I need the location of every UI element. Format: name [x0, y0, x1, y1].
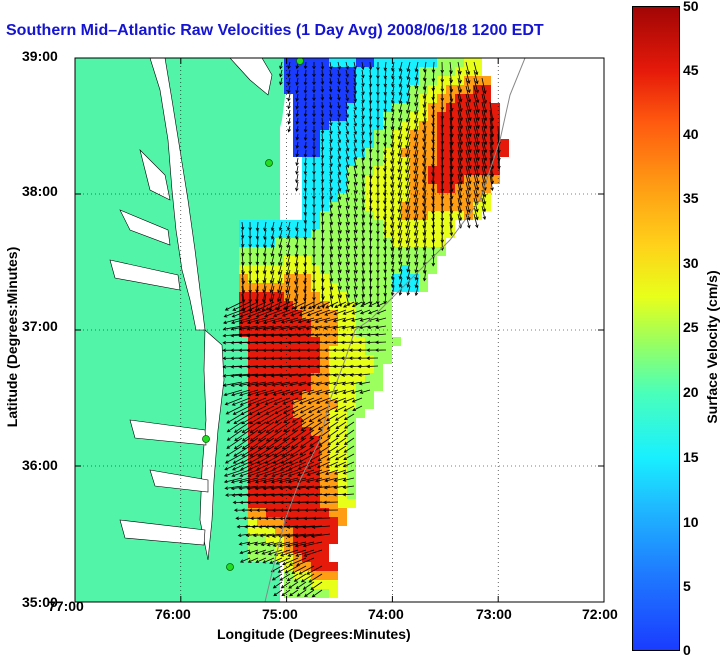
colorbar-tick-label: 45 [683, 62, 699, 78]
colorbar-tick-label: 15 [683, 449, 699, 465]
grid-lines [75, 58, 604, 602]
y-tick-label: 38:00 [22, 183, 58, 199]
colorbar-tick-label: 35 [683, 190, 699, 206]
x-tick-label: 77:00 [48, 598, 84, 614]
colorbar [632, 6, 680, 651]
x-tick-label: 72:00 [582, 606, 618, 622]
colorbar-tick-label: 40 [683, 126, 699, 142]
x-tick-label: 75:00 [262, 606, 298, 622]
y-tick-label: 37:00 [22, 318, 58, 334]
velocity-vectors [222, 61, 501, 598]
station-marker [226, 563, 234, 571]
y-axis-label: Latitude (Degrees:Minutes) [4, 246, 20, 428]
x-axis-label: Longitude (Degrees:Minutes) [217, 626, 411, 642]
x-tick-label: 76:00 [155, 606, 191, 622]
y-tick-label: 39:00 [22, 48, 58, 64]
colorbar-tick-label: 30 [683, 255, 699, 271]
colorbar-tick-label: 0 [683, 642, 691, 658]
y-tick-label: 36:00 [22, 457, 58, 473]
station-marker [296, 58, 304, 65]
station-marker [202, 435, 210, 443]
colorbar-tick-label: 5 [683, 578, 691, 594]
map-title: Southern Mid–Atlantic Raw Velocities (1 … [6, 22, 544, 39]
shelf-contour [264, 58, 526, 602]
radar-stations [202, 58, 304, 571]
x-tick-label: 73:00 [476, 606, 512, 622]
x-tick-label: 74:00 [368, 606, 404, 622]
y-tick-label: 35:00 [22, 594, 58, 610]
colorbar-tick-label: 50 [683, 0, 699, 14]
colorbar-label: Surface Velocity (cm/s) [704, 270, 720, 424]
bay-water [109, 58, 273, 561]
colorbar-tick-label: 20 [683, 384, 699, 400]
colorbar-tick-label: 25 [683, 319, 699, 335]
station-marker [265, 159, 273, 167]
colorbar-tick-label: 10 [683, 514, 699, 530]
